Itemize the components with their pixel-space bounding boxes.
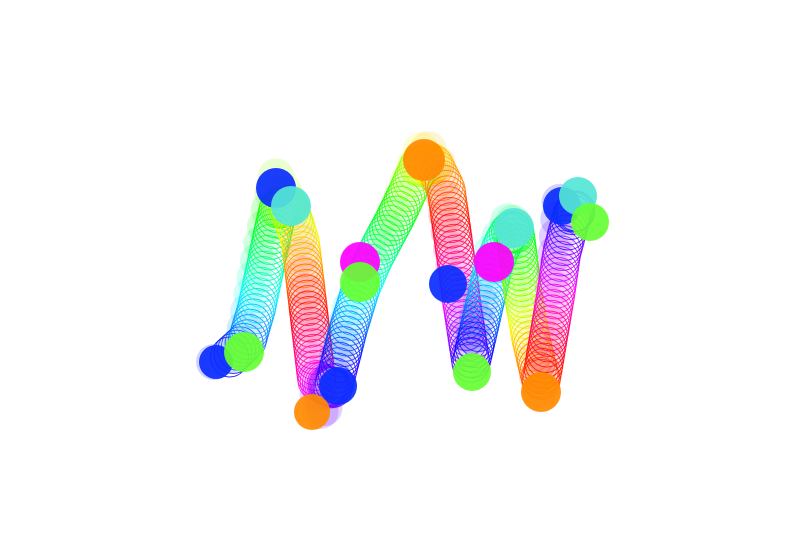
spring-coil-ring [243,256,283,297]
spring-coil-shade [526,338,563,375]
spring-coil-shade [318,339,355,376]
spring-coil-shade [236,259,273,296]
spring-coil-ring [242,261,282,303]
spring-coil-shade [327,306,363,343]
spring-coil-shade [291,307,328,344]
spring-coil-shade [428,196,465,233]
spring-end-caps [199,139,609,430]
spring-coil-ring [379,190,418,232]
spring-coil-shade [230,293,266,330]
spring-highlight-disc [340,262,380,302]
spring-coil-ring [369,209,409,251]
spring-highlight-disc [294,394,330,430]
spring-coil-shade [289,290,326,327]
spring-coil-shade [281,221,318,258]
spring-coil-shade [246,208,283,245]
spring-highlight-disc [571,203,609,241]
spring-coil-shade [536,252,573,289]
spring-highlight-disc [319,367,357,405]
spring-highlight-disc [453,353,491,391]
spring-coil-shade [515,341,552,378]
spring-highlight-disc [403,139,445,181]
spring-coil-ring [371,205,411,247]
spring-highlight-disc [521,372,561,412]
spring-coil-ring [238,282,278,324]
spring-coil-shade [287,273,324,310]
spring-highlight-disc [271,186,311,226]
spring-coil-ring [240,272,280,313]
spring-coil-shade [538,218,575,255]
spring-coil-shade [433,230,469,267]
spring-coil-ring [363,219,403,261]
spring-coil-shade [382,180,419,217]
spring-coil-ring [244,250,284,292]
spring-coil-shade [283,238,320,275]
spring-coil-ring [381,185,421,227]
spring-coil-shade [368,211,405,248]
spring-coil-shade [322,323,359,359]
spring-coil-shade [533,287,570,324]
spring-coil-shade [426,179,462,216]
spring-highlight-disc [224,332,264,372]
spring-coil-shade [285,255,322,292]
spring-highlight-disc [494,208,534,248]
spring-coil-ring [239,277,279,319]
spring-coil-ring [366,214,406,256]
spring-coil-ring [241,266,281,308]
spring-highlight-disc [429,265,467,303]
spring-coil-ring [374,200,414,242]
spring-coil-ring [376,195,416,237]
spring-highlight-disc [474,242,514,282]
